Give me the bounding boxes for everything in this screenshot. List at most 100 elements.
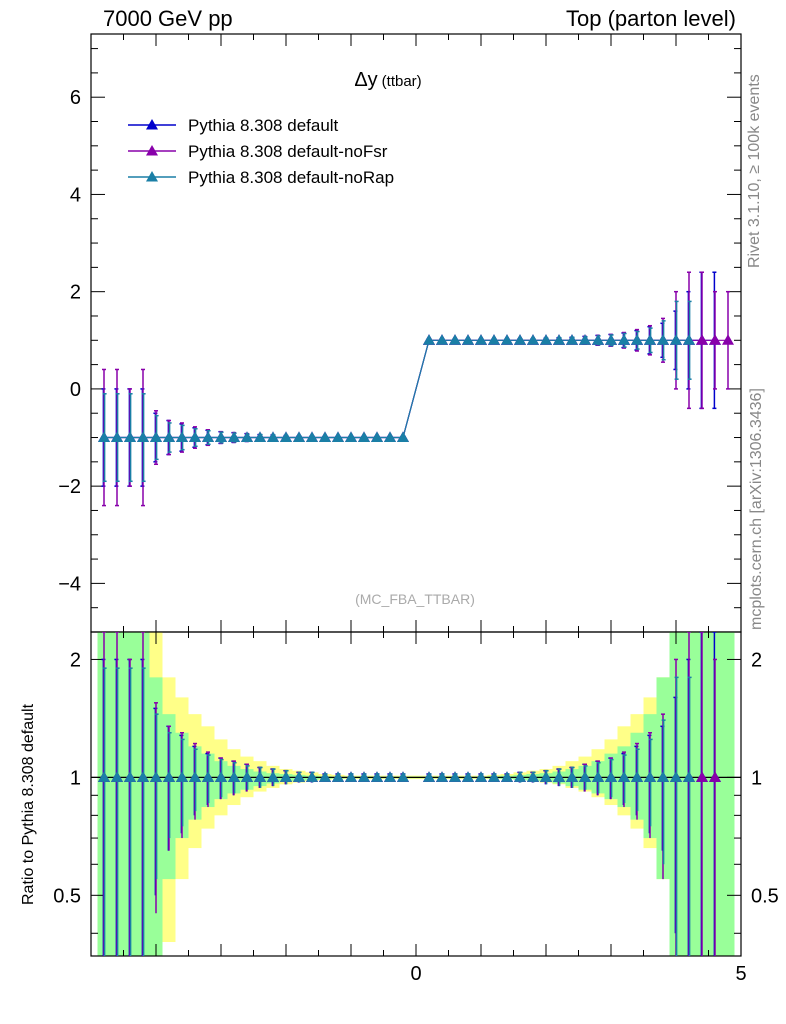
data-point [280,431,292,443]
legend-label: Pythia 8.308 default-noRap [188,168,394,187]
ratio-point [488,771,500,782]
ratio-point [358,771,370,782]
ratio-point [345,771,357,782]
ratio-point [670,771,682,782]
legend-label: Pythia 8.308 default-noFsr [188,142,388,161]
ratio-series-2 [98,667,695,956]
legend: Pythia 8.308 default Pythia 8.308 default… [128,116,394,187]
ratio-point [111,771,123,782]
ratio-point [202,771,214,782]
ratio-ytick-label-right: 2 [751,649,762,671]
data-point [189,431,201,443]
ratio-point [605,771,617,782]
ratio-point [267,771,279,782]
ratio-point [423,771,435,782]
data-point [332,431,344,443]
band-green-bin [721,632,735,956]
ratio-point [163,771,175,782]
data-point [605,334,617,345]
ratio-point [540,771,552,782]
ratio-ytick-label: 1 [70,767,81,789]
data-point [488,334,500,345]
ratio-point [306,771,318,782]
main-ytick-label: 6 [70,87,81,109]
ratio-point [371,771,383,782]
data-point [267,431,279,443]
main-ytick-label: −4 [58,573,81,595]
data-point [514,334,526,345]
main-ytick-label: 4 [70,184,81,206]
series-0 [98,271,721,487]
ratio-ytick-label: 2 [70,649,81,671]
ratio-point [696,771,708,782]
data-point [436,334,448,345]
ratio-point [553,771,565,782]
ratio-point [514,771,526,782]
ratio-ytick-label-right: 1 [751,767,762,789]
data-point [111,431,123,443]
data-point [631,334,643,345]
ratio-point [683,771,695,782]
ratio-point [137,771,149,782]
ratio-point [436,771,448,782]
data-point [358,431,370,443]
ratio-point [631,771,643,782]
data-point [540,334,552,345]
ratio-point [592,771,604,782]
data-point [215,431,227,443]
data-point [306,431,318,443]
data-point [98,431,110,443]
watermark-label: (MC_FBA_TTBAR) [355,591,475,607]
ratio-point [384,771,396,782]
ratio-point [332,771,344,782]
ratio-point [280,771,292,782]
data-point [683,334,695,345]
legend-marker [146,145,158,156]
ratio-point [254,771,266,782]
data-point [176,431,188,443]
data-point [345,431,357,443]
ratio-point [176,771,188,782]
data-point [475,334,487,345]
ratio-point [189,771,201,782]
ratio-point [215,771,227,782]
main-ytick-label: 2 [70,282,81,304]
ratio-point [644,771,656,782]
ratio-point [449,771,461,782]
ratio-ytick-label: 0.5 [53,885,81,907]
data-point [371,431,383,443]
ratio-point [709,771,721,782]
data-point [618,334,630,345]
data-point [384,431,396,443]
data-point [241,431,253,443]
ratio-point [241,771,253,782]
data-point [709,334,721,345]
ratio-point [228,771,240,782]
ratio-point [397,771,409,782]
data-point [397,431,409,443]
ratio-point [618,771,630,782]
series-2 [98,300,695,483]
ratio-point [527,771,539,782]
legend-label: Pythia 8.308 default [188,116,339,135]
data-point [228,431,240,443]
data-point [163,431,175,443]
main-ytick-label: −2 [58,476,81,498]
ratio-bands [97,632,735,956]
ratio-point [124,771,136,782]
ratio-point [657,771,669,782]
ratio-point [501,771,513,782]
data-point [579,334,591,345]
data-point [527,334,539,345]
ratio-point [319,771,331,782]
main-title: Δy (ttbar) [354,69,421,91]
data-point [644,334,656,345]
data-point [462,334,474,345]
ratio-panel: 0 5 0.5 0.5 1 1 2 2 [53,631,779,985]
data-point [566,334,578,345]
ratio-xtick-label: 5 [735,963,746,985]
data-point [254,431,266,443]
data-point [592,334,604,345]
